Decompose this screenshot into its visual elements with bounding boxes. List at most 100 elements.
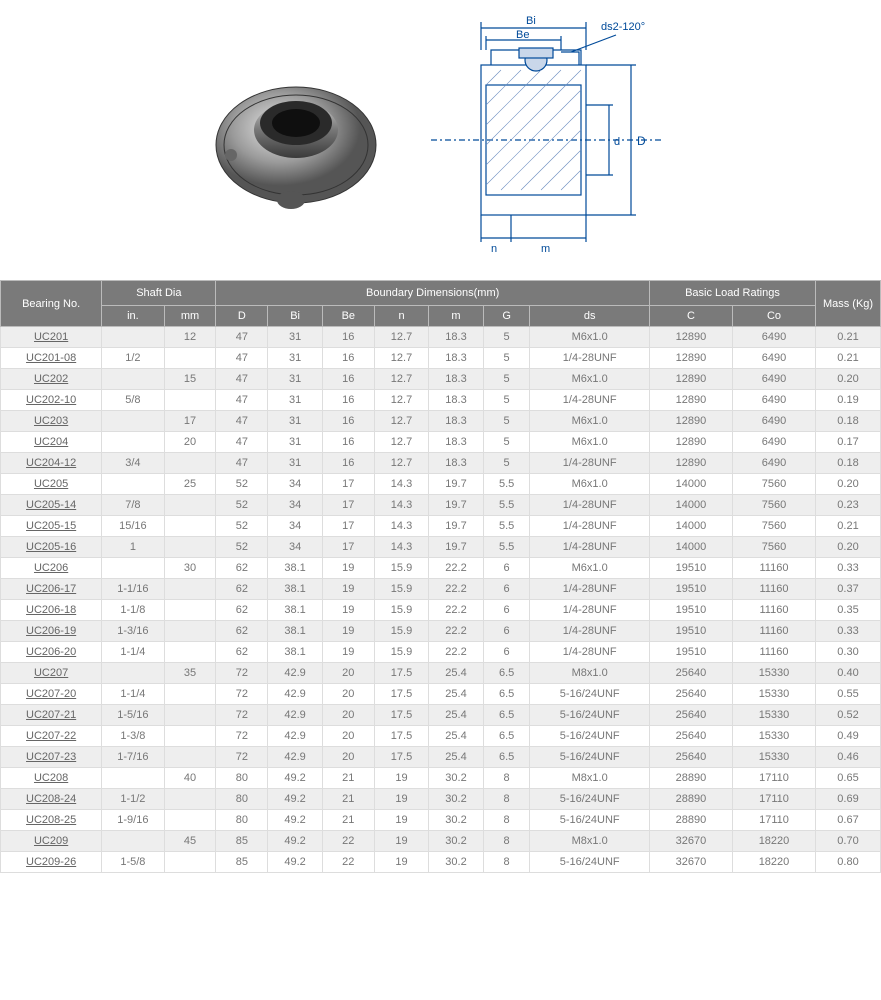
cell-value: 15330 xyxy=(732,705,815,726)
cell-value: 0.21 xyxy=(816,327,881,348)
bearing-link[interactable]: UC207-23 xyxy=(26,751,76,763)
bearing-link[interactable]: UC206-18 xyxy=(26,604,76,616)
cell-value: 30.2 xyxy=(429,831,484,852)
bearing-link[interactable]: UC206 xyxy=(34,562,68,574)
bearing-link[interactable]: UC203 xyxy=(34,415,68,427)
cell-value: 6490 xyxy=(732,369,815,390)
bearing-link[interactable]: UC207-21 xyxy=(26,709,76,721)
bearing-link[interactable]: UC208 xyxy=(34,772,68,784)
cell-value: 6.5 xyxy=(483,705,530,726)
bearing-link[interactable]: UC208-25 xyxy=(26,814,76,826)
bearing-link[interactable]: UC209-26 xyxy=(26,856,76,868)
cell-value: 19 xyxy=(322,642,374,663)
bearing-link[interactable]: UC207 xyxy=(34,667,68,679)
cell-value: 12890 xyxy=(649,390,732,411)
table-row: UC205-16152341714.319.75.51/4-28UNF14000… xyxy=(1,537,881,558)
cell-value: 6490 xyxy=(732,348,815,369)
svg-text:D: D xyxy=(637,134,646,148)
col-Co: Co xyxy=(732,306,815,327)
col-group-boundary: Boundary Dimensions(mm) xyxy=(216,281,649,306)
cell-value xyxy=(164,579,216,600)
cell-value: 34 xyxy=(268,537,323,558)
svg-text:Bi: Bi xyxy=(526,15,536,27)
cell-value: 0.67 xyxy=(816,810,881,831)
cell-value: 38.1 xyxy=(268,579,323,600)
col-C: C xyxy=(649,306,732,327)
cell-value: 11160 xyxy=(732,600,815,621)
cell-value: 38.1 xyxy=(268,642,323,663)
cell-value: 20 xyxy=(322,663,374,684)
cell-value: 40 xyxy=(164,768,216,789)
bearing-link[interactable]: UC201 xyxy=(34,331,68,343)
cell-value: 20 xyxy=(322,705,374,726)
cell-value: 80 xyxy=(216,810,268,831)
technical-diagram: ds2-120° Bi Be D d n m xyxy=(431,10,691,260)
bearing-link[interactable]: UC207-22 xyxy=(26,730,76,742)
cell-value: 18.3 xyxy=(429,411,484,432)
cell-value: 17110 xyxy=(732,768,815,789)
cell-value: 15330 xyxy=(732,747,815,768)
cell-value: 62 xyxy=(216,600,268,621)
cell-value xyxy=(102,831,164,852)
bearing-link[interactable]: UC205 xyxy=(34,478,68,490)
bearing-link[interactable]: UC209 xyxy=(34,835,68,847)
cell-value: 30 xyxy=(164,558,216,579)
bearing-link[interactable]: UC205-14 xyxy=(26,499,76,511)
bearing-link[interactable]: UC202 xyxy=(34,373,68,385)
table-row: UC209458549.2221930.28M8x1.032670182200.… xyxy=(1,831,881,852)
table-row: UC208-241-1/28049.2211930.285-16/24UNF28… xyxy=(1,789,881,810)
cell-value: 5 xyxy=(483,411,530,432)
bearing-link[interactable]: UC206-19 xyxy=(26,625,76,637)
cell-value: 85 xyxy=(216,831,268,852)
cell-value: 1-1/4 xyxy=(102,684,164,705)
cell-value: 18.3 xyxy=(429,327,484,348)
cell-value: 18.3 xyxy=(429,390,484,411)
bearing-link[interactable]: UC206-20 xyxy=(26,646,76,658)
cell-value: 15.9 xyxy=(374,579,429,600)
cell-value xyxy=(164,852,216,873)
cell-value: 1-3/8 xyxy=(102,726,164,747)
cell-value xyxy=(164,810,216,831)
cell-value: 19 xyxy=(322,621,374,642)
cell-value: 49.2 xyxy=(268,831,323,852)
cell-value: 6.5 xyxy=(483,684,530,705)
cell-value: 1 xyxy=(102,537,164,558)
bearing-link[interactable]: UC201-08 xyxy=(26,352,76,364)
cell-value: 30.2 xyxy=(429,768,484,789)
cell-value: 42.9 xyxy=(268,663,323,684)
cell-value: 17.5 xyxy=(374,663,429,684)
cell-value: 0.40 xyxy=(816,663,881,684)
cell-value: 18.3 xyxy=(429,432,484,453)
cell-value: 47 xyxy=(216,327,268,348)
cell-value: 8 xyxy=(483,810,530,831)
bearing-link[interactable]: UC207-20 xyxy=(26,688,76,700)
cell-value: 52 xyxy=(216,537,268,558)
col-m: m xyxy=(429,306,484,327)
cell-value: 0.18 xyxy=(816,411,881,432)
bearing-link[interactable]: UC205-16 xyxy=(26,541,76,553)
cell-bearing-no: UC209-26 xyxy=(1,852,102,873)
svg-text:Be: Be xyxy=(516,29,529,41)
bearing-link[interactable]: UC208-24 xyxy=(26,793,76,805)
cell-value: 1-1/4 xyxy=(102,642,164,663)
cell-value: 18.3 xyxy=(429,348,484,369)
cell-value: 12.7 xyxy=(374,432,429,453)
cell-value: 6 xyxy=(483,600,530,621)
svg-text:n: n xyxy=(491,243,497,255)
cell-value: 0.52 xyxy=(816,705,881,726)
cell-bearing-no: UC206-17 xyxy=(1,579,102,600)
cell-value: 8 xyxy=(483,831,530,852)
cell-bearing-no: UC207-21 xyxy=(1,705,102,726)
table-row: UC2021547311612.718.35M6x1.01289064900.2… xyxy=(1,369,881,390)
bearing-link[interactable]: UC202-10 xyxy=(26,394,76,406)
cell-value: M8x1.0 xyxy=(530,768,649,789)
bearing-link[interactable]: UC206-17 xyxy=(26,583,76,595)
bearing-link[interactable]: UC204 xyxy=(34,436,68,448)
cell-value: 18.3 xyxy=(429,369,484,390)
cell-value: 5-16/24UNF xyxy=(530,789,649,810)
cell-value: 0.20 xyxy=(816,369,881,390)
cell-value: 17.5 xyxy=(374,684,429,705)
cell-value: 25.4 xyxy=(429,726,484,747)
bearing-link[interactable]: UC205-15 xyxy=(26,520,76,532)
bearing-link[interactable]: UC204-12 xyxy=(26,457,76,469)
